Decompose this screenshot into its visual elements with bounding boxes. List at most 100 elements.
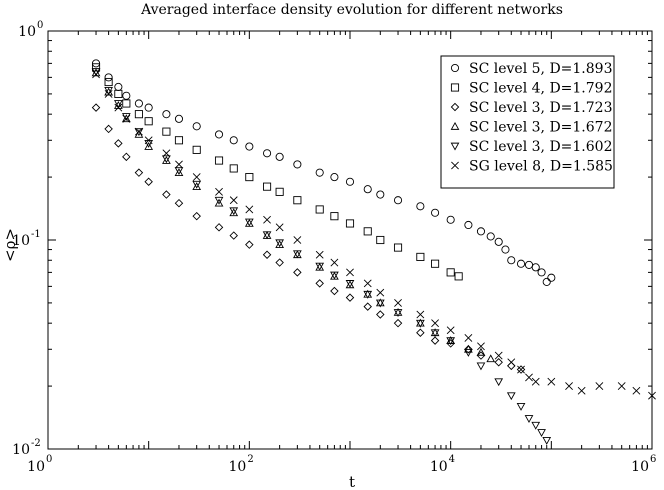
data-point bbox=[376, 310, 385, 319]
data-point bbox=[376, 235, 385, 245]
data-point bbox=[464, 220, 473, 230]
data-point bbox=[363, 279, 372, 288]
data-point bbox=[507, 358, 516, 367]
data-point bbox=[104, 89, 113, 98]
chart-title: Averaged interface density evolution for… bbox=[140, 2, 563, 18]
data-point bbox=[162, 155, 171, 164]
data-point bbox=[192, 173, 201, 182]
data-point bbox=[376, 190, 385, 199]
data-point bbox=[113, 100, 123, 109]
data-point bbox=[476, 347, 486, 356]
data-point bbox=[565, 382, 573, 391]
data-point bbox=[446, 215, 455, 224]
data-point bbox=[547, 377, 556, 386]
data-point bbox=[122, 152, 131, 162]
y-axis-label: <ρ> bbox=[1, 228, 19, 262]
data-point bbox=[122, 114, 131, 123]
data-point bbox=[245, 240, 254, 249]
data-point bbox=[229, 136, 238, 145]
data-point bbox=[330, 212, 339, 221]
data-point bbox=[192, 122, 201, 131]
data-point bbox=[162, 110, 171, 119]
data-point bbox=[114, 89, 123, 98]
data-point bbox=[114, 103, 123, 112]
data-point bbox=[144, 142, 154, 150]
legend-marker bbox=[450, 142, 460, 151]
legend-marker bbox=[450, 83, 460, 92]
data-point bbox=[542, 437, 552, 445]
data-point bbox=[192, 182, 202, 190]
data-point bbox=[275, 223, 284, 232]
data-point bbox=[144, 103, 153, 112]
data-point bbox=[363, 185, 372, 194]
data-point bbox=[416, 202, 425, 211]
data-point bbox=[345, 177, 355, 186]
legend-marker bbox=[450, 121, 460, 130]
legend-entry: SC level 4, D=1.792 bbox=[469, 81, 612, 97]
data-point bbox=[393, 243, 403, 252]
x-tick-exponent: 0 bbox=[46, 454, 52, 465]
x-tick-exponent: 4 bbox=[449, 454, 455, 465]
data-point bbox=[330, 271, 339, 280]
data-point bbox=[363, 302, 372, 311]
data-point bbox=[464, 349, 473, 357]
data-point bbox=[345, 219, 355, 228]
data-point bbox=[293, 160, 302, 169]
data-point bbox=[537, 268, 546, 277]
data-point bbox=[162, 190, 171, 199]
data-point bbox=[415, 319, 425, 328]
data-point bbox=[275, 258, 284, 267]
data-point bbox=[494, 351, 503, 360]
data-point bbox=[175, 160, 183, 169]
data-point bbox=[476, 362, 486, 371]
data-point bbox=[416, 328, 425, 337]
data-point bbox=[214, 156, 224, 165]
data-point bbox=[275, 152, 284, 161]
data-point bbox=[174, 136, 184, 145]
y-tick-label: 10 bbox=[12, 442, 30, 458]
data-point bbox=[516, 403, 526, 411]
data-point bbox=[104, 73, 113, 82]
data-point bbox=[494, 358, 503, 367]
x-tick-label: 10 bbox=[229, 459, 247, 475]
data-point bbox=[531, 263, 540, 272]
data-point bbox=[174, 114, 184, 123]
data-point bbox=[476, 351, 486, 360]
data-point bbox=[393, 196, 403, 205]
x-axis-label: t bbox=[349, 473, 355, 490]
data-point bbox=[91, 63, 101, 72]
series-layer bbox=[91, 59, 656, 445]
data-point bbox=[430, 336, 440, 345]
data-point bbox=[517, 365, 525, 374]
data-point bbox=[446, 326, 455, 335]
data-point bbox=[494, 237, 503, 246]
data-point bbox=[345, 293, 355, 302]
data-point bbox=[524, 415, 534, 423]
data-point bbox=[192, 180, 202, 189]
data-point bbox=[330, 258, 339, 267]
data-point bbox=[531, 421, 541, 430]
data-point bbox=[464, 345, 473, 354]
legend-entry: SC level 3, D=1.672 bbox=[469, 120, 612, 136]
data-point bbox=[431, 259, 440, 268]
x-tick-label: 10 bbox=[631, 459, 649, 475]
data-point bbox=[330, 173, 339, 182]
legend-entry: SC level 3, D=1.723 bbox=[469, 100, 612, 116]
series-0 bbox=[91, 59, 556, 286]
data-point bbox=[214, 130, 224, 139]
data-point bbox=[162, 127, 171, 136]
y-tick-exponent: -2 bbox=[31, 438, 41, 449]
data-point bbox=[494, 378, 504, 387]
data-point bbox=[214, 223, 224, 232]
x-tick-exponent: 2 bbox=[247, 454, 253, 465]
data-point bbox=[416, 252, 425, 261]
data-point bbox=[245, 142, 254, 151]
data-point bbox=[345, 280, 355, 288]
data-point bbox=[244, 218, 254, 227]
data-point bbox=[275, 187, 284, 196]
data-point bbox=[114, 82, 123, 91]
data-point bbox=[144, 136, 153, 145]
data-point bbox=[162, 156, 171, 164]
legend-entry: SC level 5, D=1.893 bbox=[469, 61, 612, 77]
data-point bbox=[174, 198, 184, 208]
